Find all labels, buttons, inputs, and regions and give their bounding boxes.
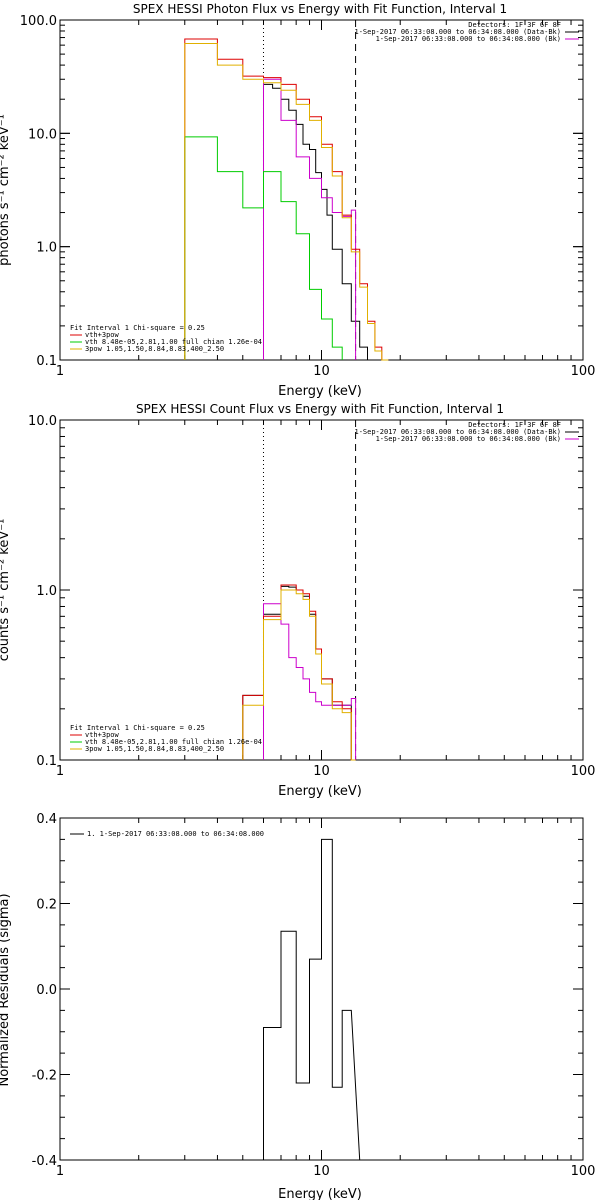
count-flux-title: SPEX HESSI Count Flux vs Energy with Fit… (136, 402, 504, 416)
count-flux-ylabel: counts s⁻¹ cm⁻² keV⁻¹ (0, 519, 12, 662)
count-flux-legend: Detectors: 1F 3F 6F 8F1-Sep-2017 06:33:0… (70, 421, 579, 753)
y-tick-label: -0.4 (32, 1154, 57, 1169)
legend-text: Fit Interval 1 Chi-square = 0.25 (70, 324, 205, 332)
x-tick-label: 100 (571, 764, 596, 779)
series-line-1 (263, 603, 357, 760)
residuals-ticks: 1 10 100 -0.4 -0.2 0.0 0.2 0.4 (32, 812, 596, 1179)
y-tick-label: 0.1 (36, 354, 57, 369)
legend-text: vth 8.48e-05,2.81,1.00 full chian 1.26e-… (85, 338, 262, 346)
legend-text: vth+3pow (85, 731, 120, 739)
legend-text: 1-Sep-2017 06:33:08.000 to 06:34:08.000 … (354, 28, 561, 36)
x-tick-label: 1 (56, 1164, 64, 1179)
count-flux-xlabel: Energy (keV) (278, 784, 362, 799)
series-line-0 (263, 83, 389, 361)
residuals-series (263, 838, 361, 1161)
series-line-3 (242, 589, 356, 761)
photon-flux-title: SPEX HESSI Photon Flux vs Energy with Fi… (133, 2, 507, 16)
photon-flux-xlabel: Energy (keV) (278, 384, 362, 399)
y-tick-label: 0.2 (36, 898, 57, 913)
y-tick-label: -0.2 (32, 1069, 57, 1084)
y-tick-label: 1.0 (36, 584, 57, 599)
x-tick-label: 10 (313, 764, 330, 779)
residuals-ylabel: Normalized Residuals (sigma) (0, 893, 12, 1086)
series-line-1 (263, 78, 357, 360)
series-line-2 (184, 38, 389, 361)
y-tick-label: 10.0 (28, 127, 57, 142)
legend-text: 1. 1-Sep-2017 06:33:08.000 to 06:34:08.0… (87, 830, 264, 838)
legend-text: 1-Sep-2017 06:33:08.000 to 06:34:08.000 … (354, 428, 561, 436)
y-tick-label: 10.0 (28, 414, 57, 429)
series-line-0 (263, 838, 361, 1161)
legend-text: Fit Interval 1 Chi-square = 0.25 (70, 724, 205, 732)
count-flux-series (242, 420, 357, 761)
photon-flux-series (184, 20, 389, 361)
series-line-3 (184, 136, 343, 360)
y-tick-label: 0.1 (36, 754, 57, 769)
legend-text: 1-Sep-2017 06:33:08.000 to 06:34:08.000 … (376, 435, 561, 443)
x-tick-label: 10 (313, 364, 330, 379)
legend-text: vth 8.48e-05,2.81,1.00 full chian 1.26e-… (85, 738, 262, 746)
legend-text: 1-Sep-2017 06:33:08.000 to 06:34:08.000 … (376, 35, 561, 43)
count-flux-plot-frame (59, 419, 584, 761)
y-tick-label: 0.4 (36, 812, 57, 827)
x-tick-label: 100 (571, 1164, 596, 1179)
photon-flux-panel: SPEX HESSI Photon Flux vs Energy with Fi… (0, 2, 595, 399)
legend-text: Detectors: 1F 3F 6F 8F (468, 421, 561, 429)
x-tick-label: 10 (313, 1164, 330, 1179)
series-line-2 (242, 584, 356, 761)
photon-flux-legend: Detectors: 1F 3F 6F 8F1-Sep-2017 06:33:0… (70, 21, 579, 353)
series-line-0 (242, 585, 356, 761)
series-line-4 (184, 43, 389, 361)
x-tick-label: 1 (56, 364, 64, 379)
photon-flux-ylabel: photons s⁻¹ cm⁻² keV⁻¹ (0, 114, 12, 266)
count-flux-ticks: 1 10 100 0.1 1.0 10.0 (28, 414, 595, 779)
legend-text: 3pow 1.05,1.50,8.84,8.83,400_2.50 (85, 345, 224, 353)
residuals-panel: Energy (keV) Normalized Residuals (sigma… (0, 812, 595, 1200)
legend-text: Detectors: 1F 3F 6F 8F (468, 21, 561, 29)
legend-text: 3pow 1.05,1.50,8.84,8.83,400_2.50 (85, 745, 224, 753)
y-tick-label: 100.0 (20, 14, 57, 29)
x-tick-label: 100 (571, 364, 596, 379)
y-tick-label: 1.0 (36, 241, 57, 256)
y-tick-label: 0.0 (36, 983, 57, 998)
x-tick-label: 1 (56, 764, 64, 779)
residuals-legend: 1. 1-Sep-2017 06:33:08.000 to 06:34:08.0… (70, 830, 264, 838)
residuals-xlabel: Energy (keV) (278, 1187, 362, 1200)
legend-text: vth+3pow (85, 331, 120, 339)
count-flux-panel: SPEX HESSI Count Flux vs Energy with Fit… (0, 402, 595, 799)
